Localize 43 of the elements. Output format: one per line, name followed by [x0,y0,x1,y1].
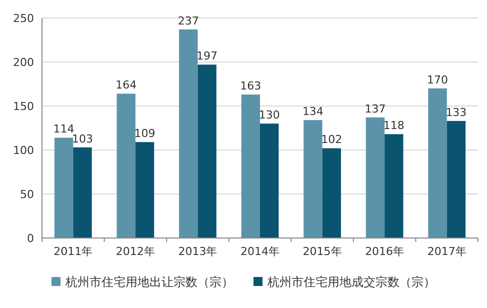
data-label: 130 [258,108,280,122]
data-label: 114 [53,122,74,136]
y-tick-label: 150 [13,100,34,113]
y-tick-label: 200 [13,56,34,69]
x-tick-label: 2014年 [240,245,280,258]
bar [260,124,279,238]
legend-label: 杭州市住宅用地成交宗数（宗） [266,275,436,289]
bar [116,94,136,238]
bar [135,142,154,238]
legend-label: 杭州市住宅用地出让宗数（宗） [64,275,234,289]
data-label: 133 [446,106,467,119]
data-label: 163 [240,80,262,93]
data-label: 237 [178,14,199,28]
data-label: 102 [321,133,342,146]
x-tick-label: 2017年 [427,245,466,258]
data-label: 197 [196,50,218,63]
y-tick-label: 250 [13,12,34,25]
data-label: 137 [364,102,386,116]
x-tick-label: 2011年 [54,245,93,258]
x-tick-label: 2015年 [302,245,342,258]
bar [198,64,216,238]
data-label: 164 [116,78,137,92]
bar [322,148,341,238]
y-tick-label: 0 [27,232,34,245]
bar [428,88,447,238]
bar [73,147,92,238]
data-label: 118 [383,119,404,132]
bar [54,138,74,238]
bar [304,120,322,238]
bar [384,134,404,238]
bar [366,117,385,238]
x-tick-label: 2013年 [178,245,218,258]
x-tick-label: 2012年 [116,245,155,258]
data-label: 134 [302,105,324,118]
bar [446,120,466,238]
bar [179,29,198,238]
data-label: 170 [427,73,448,86]
bar [241,94,260,238]
y-tick-label: 50 [20,188,34,201]
x-tick-label: 2016年 [365,245,404,258]
data-label: 103 [72,132,93,146]
data-label: 109 [134,127,156,140]
y-tick-label: 100 [13,144,34,157]
